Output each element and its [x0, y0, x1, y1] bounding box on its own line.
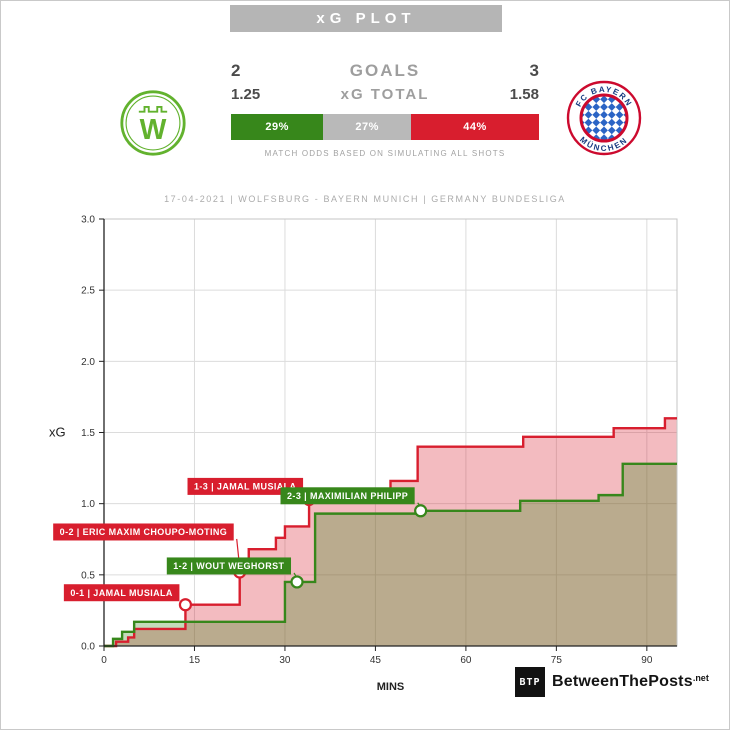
btp-branding: BTP BetweenThePosts .net [515, 667, 709, 697]
wolfsburg-monogram: W [140, 114, 167, 146]
home-goals: 2 [231, 61, 241, 80]
goal-label: 2-3 | MAXIMILIAN PHILIPP [287, 491, 408, 501]
bayern-crest-svg: FC BAYERN MÜNCHEN [566, 80, 642, 156]
bayern-munich-xg-line [104, 417, 677, 648]
xg-total-label: xG TOTAL [340, 86, 430, 103]
x-tick-label: 15 [189, 655, 201, 666]
draw-probability: 27% [323, 114, 411, 140]
wolfsburg-crest-icon: W [119, 89, 187, 157]
goal-label-box [187, 477, 304, 495]
odds-caption: MATCH ODDS BASED ON SIMULATING ALL SHOTS [264, 149, 506, 158]
series-fills [104, 418, 677, 646]
draw-odds-value: 27% [355, 121, 379, 133]
away-goals: 3 [529, 61, 539, 80]
x-axis-title: MINS [377, 681, 405, 693]
y-tick-label: 2.0 [81, 357, 95, 368]
wolfsburg-xg-line [104, 462, 677, 648]
x-tick-label: 75 [551, 655, 563, 666]
goal-annotation: 0-1 | JAMAL MUSIALA [63, 584, 193, 612]
btp-logo-icon: BTP [515, 667, 545, 697]
x-tick-label: 30 [279, 655, 291, 666]
x-tick-label: 90 [641, 655, 653, 666]
brand-tld: .net [692, 673, 709, 683]
y-tick-label: 2.5 [81, 286, 95, 297]
page-title: xG PLOT [316, 10, 416, 27]
axes: 0.0 0.5 1.0 1.5 2.0 2.5 3.0 0 15 30 45 60 75 90 xG MINS [49, 215, 677, 693]
goal-annotations: 0-1 | JAMAL MUSIALA 0-2 | ERIC MAXIM CHOU… [53, 477, 428, 612]
wolfsburg-crest-svg: W [120, 90, 186, 156]
series-lines [104, 417, 677, 648]
goal-label: 1-2 | WOUT WEGHORST [173, 561, 284, 571]
goal-label-box [63, 584, 180, 602]
goal-marker [414, 504, 428, 518]
y-tick-label: 1.0 [81, 499, 95, 510]
btp-wordmark: BetweenThePosts .net [552, 667, 709, 691]
away-xg-total: 1.58 [509, 86, 539, 103]
brand-name: BetweenThePosts [552, 673, 693, 690]
y-tick-label: 0.0 [81, 642, 95, 653]
goal-label-box [280, 487, 415, 505]
home-xg-total: 1.25 [231, 86, 261, 103]
goals-label: GOALS [349, 61, 421, 80]
away-win-probability: 44% [411, 114, 539, 140]
y-tick-label: 1.5 [81, 428, 95, 439]
xg-total-row: 1.25 xG TOTAL 1.58 [231, 86, 539, 103]
away-odds-value: 44% [463, 121, 487, 133]
goal-marker [178, 598, 193, 612]
title-bar: xG PLOT [230, 5, 502, 32]
goal-label: 0-1 | JAMAL MUSIALA [70, 588, 173, 598]
xg-step-chart: 0.0 0.5 1.0 1.5 2.0 2.5 3.0 0 15 30 45 60 75 90 xG MINS… [49, 215, 678, 693]
goals-row: 2 GOALS 3 [231, 61, 539, 81]
y-axis-title: xG [49, 425, 66, 440]
x-tick-label: 0 [101, 655, 107, 666]
bayern-munich-xg-area [104, 418, 677, 646]
match-info: 17-04-2021 | WOLFSBURG - BAYERN MUNICH |… [164, 194, 566, 204]
goal-label-box [166, 557, 292, 575]
bayern-crest-icon: FC BAYERN MÜNCHEN [566, 80, 642, 156]
x-tick-label: 60 [460, 655, 472, 666]
wolfsburg-xg-area [104, 463, 677, 646]
y-tick-label: 0.5 [81, 570, 95, 581]
x-tick-label: 45 [370, 655, 382, 666]
goal-label-box [53, 523, 234, 541]
goal-annotation: 1-2 | WOUT WEGHORST [166, 557, 304, 589]
goal-label: 1-3 | JAMAL MUSIALA [194, 482, 297, 492]
score-panel: 2 GOALS 3 1.25 xG TOTAL 1.58 29% 27% 44%… [231, 61, 539, 158]
goal-label: 0-2 | ERIC MAXIM CHOUPO-MOTING [60, 527, 228, 537]
goal-annotation: 2-3 | MAXIMILIAN PHILIPP [280, 487, 428, 518]
match-odds-bar: 29% 27% 44% [231, 114, 539, 140]
home-odds-value: 29% [265, 121, 289, 133]
btp-monogram: BTP [519, 676, 541, 688]
home-win-probability: 29% [231, 114, 324, 140]
y-tick-label: 3.0 [81, 215, 95, 226]
goal-marker [290, 575, 304, 589]
